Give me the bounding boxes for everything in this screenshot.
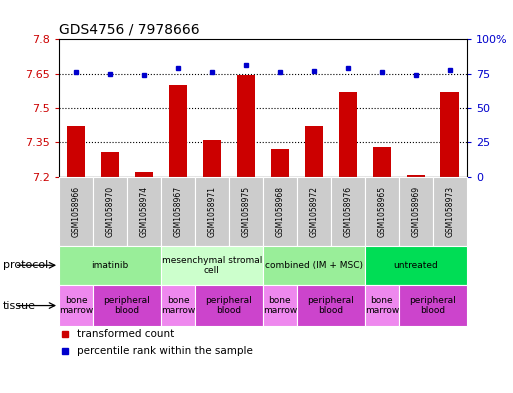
Bar	[263, 246, 365, 285]
Text: untreated: untreated	[393, 261, 438, 270]
Bar	[339, 92, 357, 177]
Text: bone
marrow: bone marrow	[59, 296, 93, 315]
Bar	[270, 149, 289, 177]
Text: transformed count: transformed count	[77, 329, 174, 339]
Text: GSM1058970: GSM1058970	[106, 185, 114, 237]
Text: GSM1058969: GSM1058969	[411, 185, 420, 237]
Text: GSM1058973: GSM1058973	[445, 185, 455, 237]
Bar	[297, 177, 331, 246]
Bar	[203, 140, 221, 177]
Text: GSM1058974: GSM1058974	[140, 185, 148, 237]
Bar	[169, 85, 187, 177]
Text: GSM1058975: GSM1058975	[242, 185, 250, 237]
Bar	[127, 177, 161, 246]
Text: bone
marrow: bone marrow	[263, 296, 297, 315]
Bar	[195, 177, 229, 246]
Text: bone
marrow: bone marrow	[365, 296, 399, 315]
Bar	[161, 177, 195, 246]
Bar	[59, 285, 93, 326]
Bar	[365, 177, 399, 246]
Text: peripheral
blood: peripheral blood	[307, 296, 354, 315]
Text: GSM1058965: GSM1058965	[378, 185, 386, 237]
Bar	[331, 177, 365, 246]
Bar	[433, 177, 467, 246]
Bar	[59, 246, 161, 285]
Bar	[134, 172, 153, 177]
Bar	[67, 127, 85, 177]
Text: protocol: protocol	[3, 260, 48, 270]
Text: imatinib: imatinib	[91, 261, 129, 270]
Bar	[101, 152, 120, 177]
Text: peripheral
blood: peripheral blood	[206, 296, 252, 315]
Text: GSM1058966: GSM1058966	[71, 185, 81, 237]
Text: percentile rank within the sample: percentile rank within the sample	[77, 346, 253, 356]
Text: GSM1058976: GSM1058976	[343, 185, 352, 237]
Text: tissue: tissue	[3, 301, 35, 310]
Bar	[161, 285, 195, 326]
Bar	[365, 285, 399, 326]
Bar	[365, 246, 467, 285]
Bar	[93, 285, 161, 326]
Text: bone
marrow: bone marrow	[161, 296, 195, 315]
Bar	[399, 177, 433, 246]
Text: GSM1058967: GSM1058967	[173, 185, 183, 237]
Bar	[399, 285, 467, 326]
Text: GDS4756 / 7978666: GDS4756 / 7978666	[59, 23, 200, 37]
Bar	[161, 246, 263, 285]
Bar	[263, 177, 297, 246]
Bar	[441, 92, 459, 177]
Bar	[406, 174, 425, 177]
Bar	[195, 285, 263, 326]
Bar	[263, 285, 297, 326]
Bar	[297, 285, 365, 326]
Text: GSM1058972: GSM1058972	[309, 186, 319, 237]
Bar	[229, 177, 263, 246]
Text: peripheral
blood: peripheral blood	[409, 296, 456, 315]
Bar	[93, 177, 127, 246]
Text: GSM1058968: GSM1058968	[275, 186, 284, 237]
Text: peripheral
blood: peripheral blood	[104, 296, 150, 315]
Bar	[236, 75, 255, 177]
Text: combined (IM + MSC): combined (IM + MSC)	[265, 261, 363, 270]
Bar	[372, 147, 391, 177]
Text: mesenchymal stromal
cell: mesenchymal stromal cell	[162, 255, 262, 275]
Bar	[305, 127, 323, 177]
Text: GSM1058971: GSM1058971	[207, 186, 216, 237]
Bar	[59, 177, 93, 246]
